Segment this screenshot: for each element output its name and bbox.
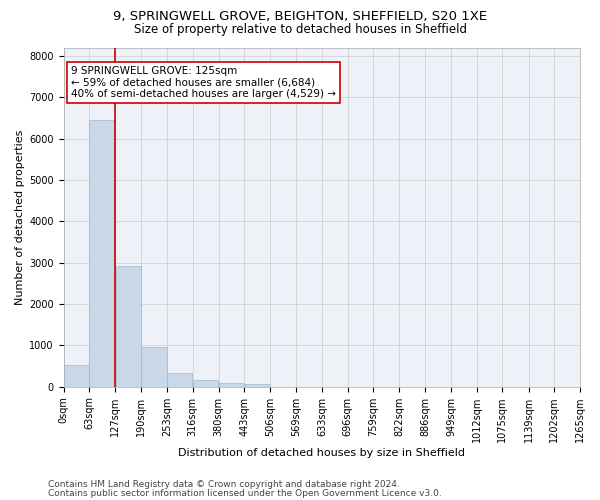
Bar [245, 384, 270, 386]
Bar [116, 266, 141, 386]
Text: 9, SPRINGWELL GROVE, BEIGHTON, SHEFFIELD, S20 1XE: 9, SPRINGWELL GROVE, BEIGHTON, SHEFFIELD… [113, 10, 487, 23]
Text: Contains HM Land Registry data © Crown copyright and database right 2024.: Contains HM Land Registry data © Crown c… [48, 480, 400, 489]
Y-axis label: Number of detached properties: Number of detached properties [15, 130, 25, 305]
Bar [64, 365, 89, 386]
Bar [219, 383, 244, 386]
Text: Size of property relative to detached houses in Sheffield: Size of property relative to detached ho… [133, 22, 467, 36]
Bar [193, 380, 218, 386]
Bar [141, 346, 167, 387]
X-axis label: Distribution of detached houses by size in Sheffield: Distribution of detached houses by size … [178, 448, 465, 458]
Bar [89, 120, 115, 386]
Bar [167, 373, 193, 386]
Text: Contains public sector information licensed under the Open Government Licence v3: Contains public sector information licen… [48, 489, 442, 498]
Text: 9 SPRINGWELL GROVE: 125sqm
← 59% of detached houses are smaller (6,684)
40% of s: 9 SPRINGWELL GROVE: 125sqm ← 59% of deta… [71, 66, 336, 100]
